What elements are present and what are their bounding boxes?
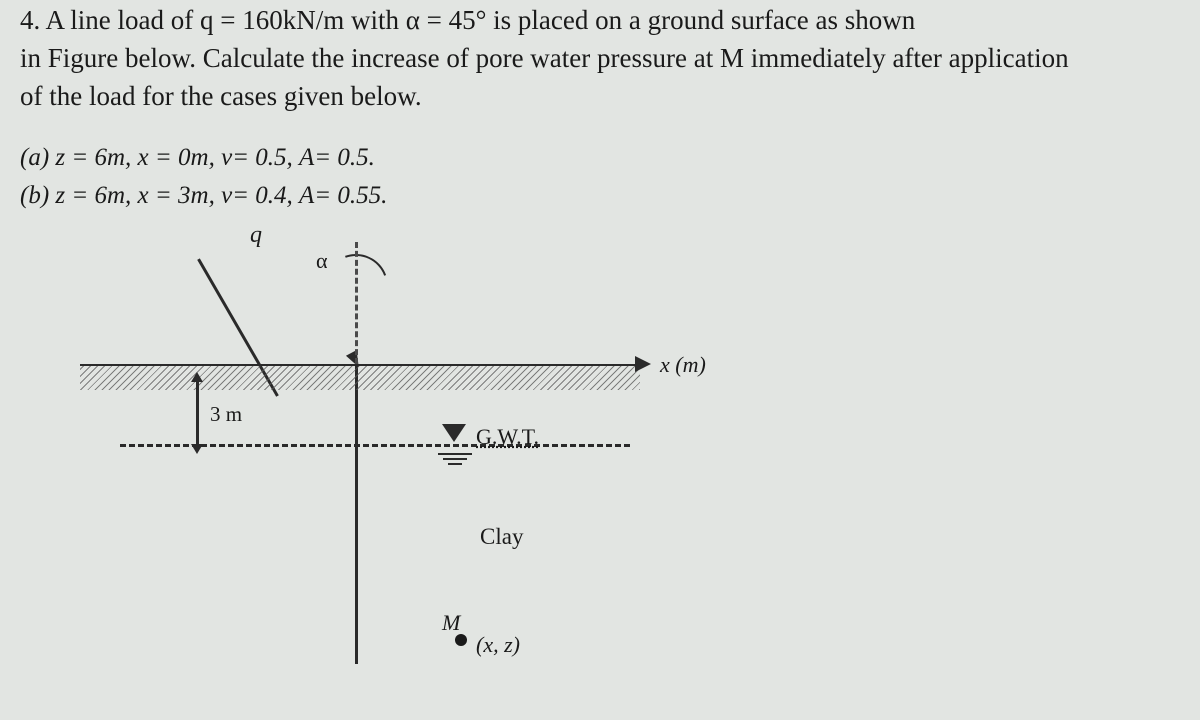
problem-number: 4. [20, 5, 40, 35]
problem-statement: 4. A line load of q = 160kN/m with α = 4… [20, 2, 1180, 115]
vertical-axis-solid [355, 364, 358, 664]
q-label: q [250, 222, 262, 249]
point-m-coords: (x, z) [476, 632, 520, 658]
problem-line-3: of the load for the cases given below. [20, 81, 422, 111]
clay-label: Clay [480, 524, 523, 550]
gwt-triangle-icon [442, 424, 466, 442]
case-b: (b) z = 6m, x = 3m, ν= 0.4, A= 0.55. [20, 177, 1180, 215]
alpha-label: α [316, 248, 328, 274]
depth-dimension-arrow [196, 382, 199, 444]
x-axis-arrowhead [635, 356, 651, 372]
point-m-label: M [442, 610, 460, 636]
x-axis-label: x (m) [660, 352, 706, 378]
vertical-axis-dashed [355, 242, 358, 364]
case-a: (a) z = 6m, x = 0m, ν= 0.5, A= 0.5. [20, 139, 1180, 177]
gwt-label: G.W.T. [476, 424, 539, 450]
cases-block: (a) z = 6m, x = 0m, ν= 0.5, A= 0.5. (b) … [20, 139, 1180, 214]
ground-surface-hatch [80, 364, 640, 390]
problem-page: 4. A line load of q = 160kN/m with α = 4… [0, 0, 1200, 674]
gwt-water-lines-icon [438, 450, 472, 468]
problem-line-2: in Figure below. Calculate the increase … [20, 43, 1069, 73]
gwt-line [120, 444, 630, 447]
figure-diagram: q α x (m) 3 m G.W.T. Clay M (x, z) [80, 234, 780, 674]
depth-label: 3 m [210, 402, 242, 427]
problem-line-1: A line load of q = 160kN/m with α = 45° … [46, 5, 916, 35]
hatch-pattern [80, 366, 640, 390]
